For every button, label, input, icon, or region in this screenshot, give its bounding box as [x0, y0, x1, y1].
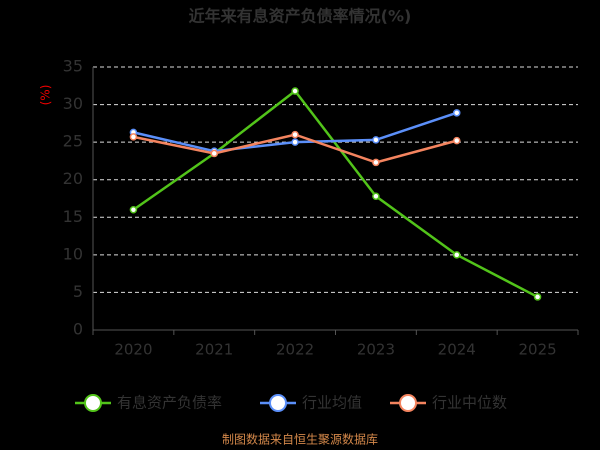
- x-tick-label: 2024: [438, 341, 476, 359]
- legend-marker: [399, 394, 417, 412]
- legend-label: 行业中位数: [432, 394, 507, 412]
- legend-label: 有息资产负债率: [117, 394, 222, 412]
- point: [453, 109, 461, 117]
- legend-marker: [84, 394, 102, 412]
- y-axis-label: (%): [39, 85, 53, 106]
- point: [372, 158, 380, 167]
- x-tick-label: 2023: [357, 341, 395, 359]
- y-tick-label: 5: [73, 282, 83, 301]
- y-tick-label: 10: [63, 244, 83, 263]
- point: [129, 206, 138, 214]
- point: [210, 149, 218, 158]
- series-line: [132, 89, 539, 299]
- point: [372, 136, 380, 144]
- x-tick-label: 2025: [518, 341, 556, 359]
- point: [453, 251, 461, 259]
- point: [291, 130, 299, 139]
- chart-title: 近年来有息资产负债率情况(%): [189, 7, 412, 26]
- x-tick-label: 2020: [114, 341, 152, 359]
- y-tick-label: 0: [73, 320, 83, 339]
- x-tick-label: 2022: [276, 341, 314, 359]
- point: [291, 138, 299, 146]
- point: [372, 192, 380, 200]
- point: [129, 133, 138, 141]
- y-tick-label: 35: [63, 57, 83, 76]
- legend-label: 行业均值: [302, 394, 362, 412]
- y-tick-label: 20: [63, 169, 83, 188]
- x-tick-label: 2021: [195, 341, 233, 359]
- point: [453, 136, 461, 145]
- point: [533, 293, 542, 301]
- y-tick-label: 25: [63, 132, 83, 151]
- y-tick-label: 30: [63, 94, 83, 113]
- source-note: 制图数据来自恒生聚源数据库: [222, 432, 378, 447]
- point: [291, 87, 299, 95]
- legend-marker: [269, 394, 287, 412]
- y-tick-label: 15: [63, 207, 83, 226]
